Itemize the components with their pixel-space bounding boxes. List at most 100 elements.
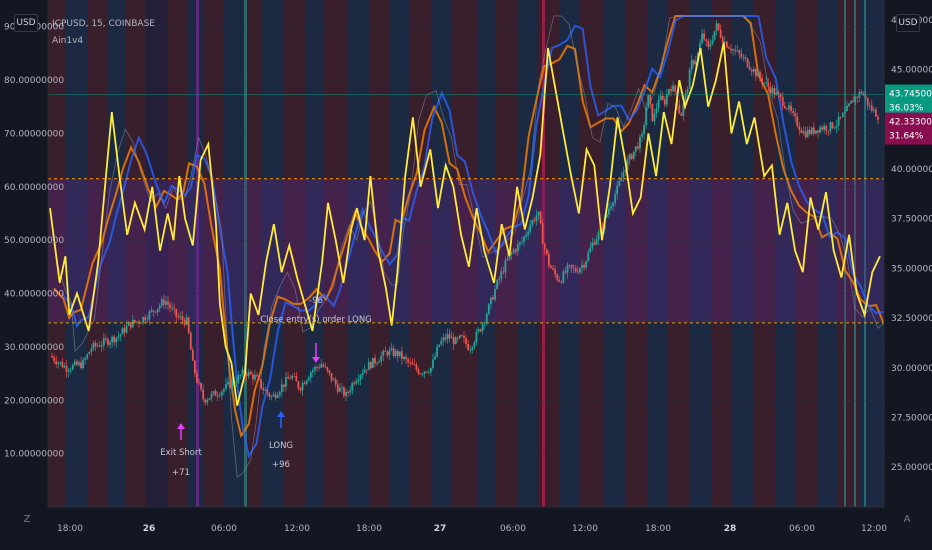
right-scale-currency-button[interactable]: USD [896, 14, 920, 32]
candle-down [425, 371, 428, 373]
candle-down [369, 361, 372, 369]
candle-down [560, 281, 563, 283]
background-band [648, 0, 668, 507]
background-band [626, 0, 648, 507]
candle-down [303, 383, 306, 384]
candle-down [98, 345, 101, 347]
candle-up [620, 177, 623, 182]
candle-up [765, 82, 768, 84]
candle-up [111, 336, 113, 343]
candle-down [680, 113, 683, 116]
candle-down [295, 376, 298, 382]
candle-up [305, 380, 308, 384]
background-band [776, 0, 796, 507]
candle-down [65, 365, 68, 372]
background-band [690, 0, 712, 507]
candle-down [53, 357, 56, 362]
time-axis-label: 26 [143, 524, 156, 534]
symbol-line[interactable]: ICPUSD, 15, COINBASE [52, 19, 155, 29]
candle-down [678, 104, 681, 114]
candle-up [82, 359, 85, 369]
candle-up [92, 342, 95, 349]
candle-down [268, 393, 271, 397]
right-tick-label: 27.50000000 [891, 414, 932, 424]
candle-down [792, 111, 795, 114]
background-band [348, 0, 370, 507]
candle-up [115, 337, 118, 343]
candle-down [601, 227, 604, 230]
price-tag-bg [885, 84, 932, 117]
candle-up [605, 214, 608, 218]
candle-up [531, 219, 534, 225]
candle-up [117, 336, 120, 338]
candle-down [777, 92, 780, 95]
candle-down [550, 265, 552, 269]
candle-down [630, 154, 633, 159]
candle-up [850, 100, 852, 104]
candle-up [148, 311, 151, 320]
candle-down [262, 388, 265, 391]
candle-up [715, 23, 718, 32]
candle-down [200, 382, 203, 390]
candle-down [734, 49, 737, 51]
candle-up [684, 93, 687, 104]
candle-up [78, 362, 80, 365]
candle-up [641, 133, 643, 137]
candle-up [156, 308, 159, 313]
auto-scale-button[interactable]: A [903, 514, 911, 525]
candle-up [320, 364, 323, 368]
marker-label: Exit Short [160, 448, 202, 458]
candle-up [837, 116, 840, 126]
candle-down [169, 304, 171, 309]
candle-up [454, 337, 457, 345]
candle-down [283, 384, 285, 387]
candle-up [736, 50, 739, 52]
candle-down [324, 366, 327, 368]
candle-down [204, 399, 207, 403]
candle-down [564, 271, 567, 273]
candle-up [140, 322, 142, 324]
marker-label: LONG [269, 441, 293, 451]
candle-down [162, 299, 165, 305]
zoom-button[interactable]: Z [23, 514, 31, 525]
candle-down [214, 391, 217, 397]
left-tick-label: 40.00000000 [4, 290, 64, 300]
candle-down [107, 339, 109, 345]
candle-down [467, 344, 470, 350]
time-axis-label: 06:00 [789, 524, 815, 534]
candle-up [835, 125, 838, 128]
candle-down [407, 359, 410, 363]
candle-up [73, 361, 76, 365]
left-scale-currency-button[interactable]: USD [14, 14, 38, 32]
candle-down [330, 373, 333, 381]
candle-up [314, 367, 316, 371]
indicator-name[interactable]: Ain1v4 [52, 36, 84, 46]
candle-down [289, 378, 292, 380]
candle-down [593, 242, 596, 245]
level-lines [48, 94, 884, 324]
signal-line [55, 15, 887, 478]
candle-up [421, 373, 424, 375]
candle-up [398, 351, 401, 357]
candle-up [67, 370, 70, 372]
candle-down [187, 317, 190, 333]
candle-up [757, 71, 759, 77]
candle-down [401, 351, 403, 359]
candle-down [790, 105, 792, 112]
candle-down [316, 367, 318, 368]
candle-up [272, 394, 275, 397]
candle-down [175, 308, 178, 317]
right-tick-label: 32.50000000 [891, 314, 932, 324]
candle-down [461, 335, 463, 337]
candle-up [639, 136, 641, 149]
candle-up [723, 41, 726, 43]
candle-up [529, 224, 532, 232]
time-axis-label: 18:00 [57, 524, 83, 534]
candle-down [744, 57, 747, 59]
background-band [126, 0, 146, 507]
candle-up [376, 362, 378, 364]
candle-up [694, 61, 697, 65]
candle-up [566, 265, 569, 273]
